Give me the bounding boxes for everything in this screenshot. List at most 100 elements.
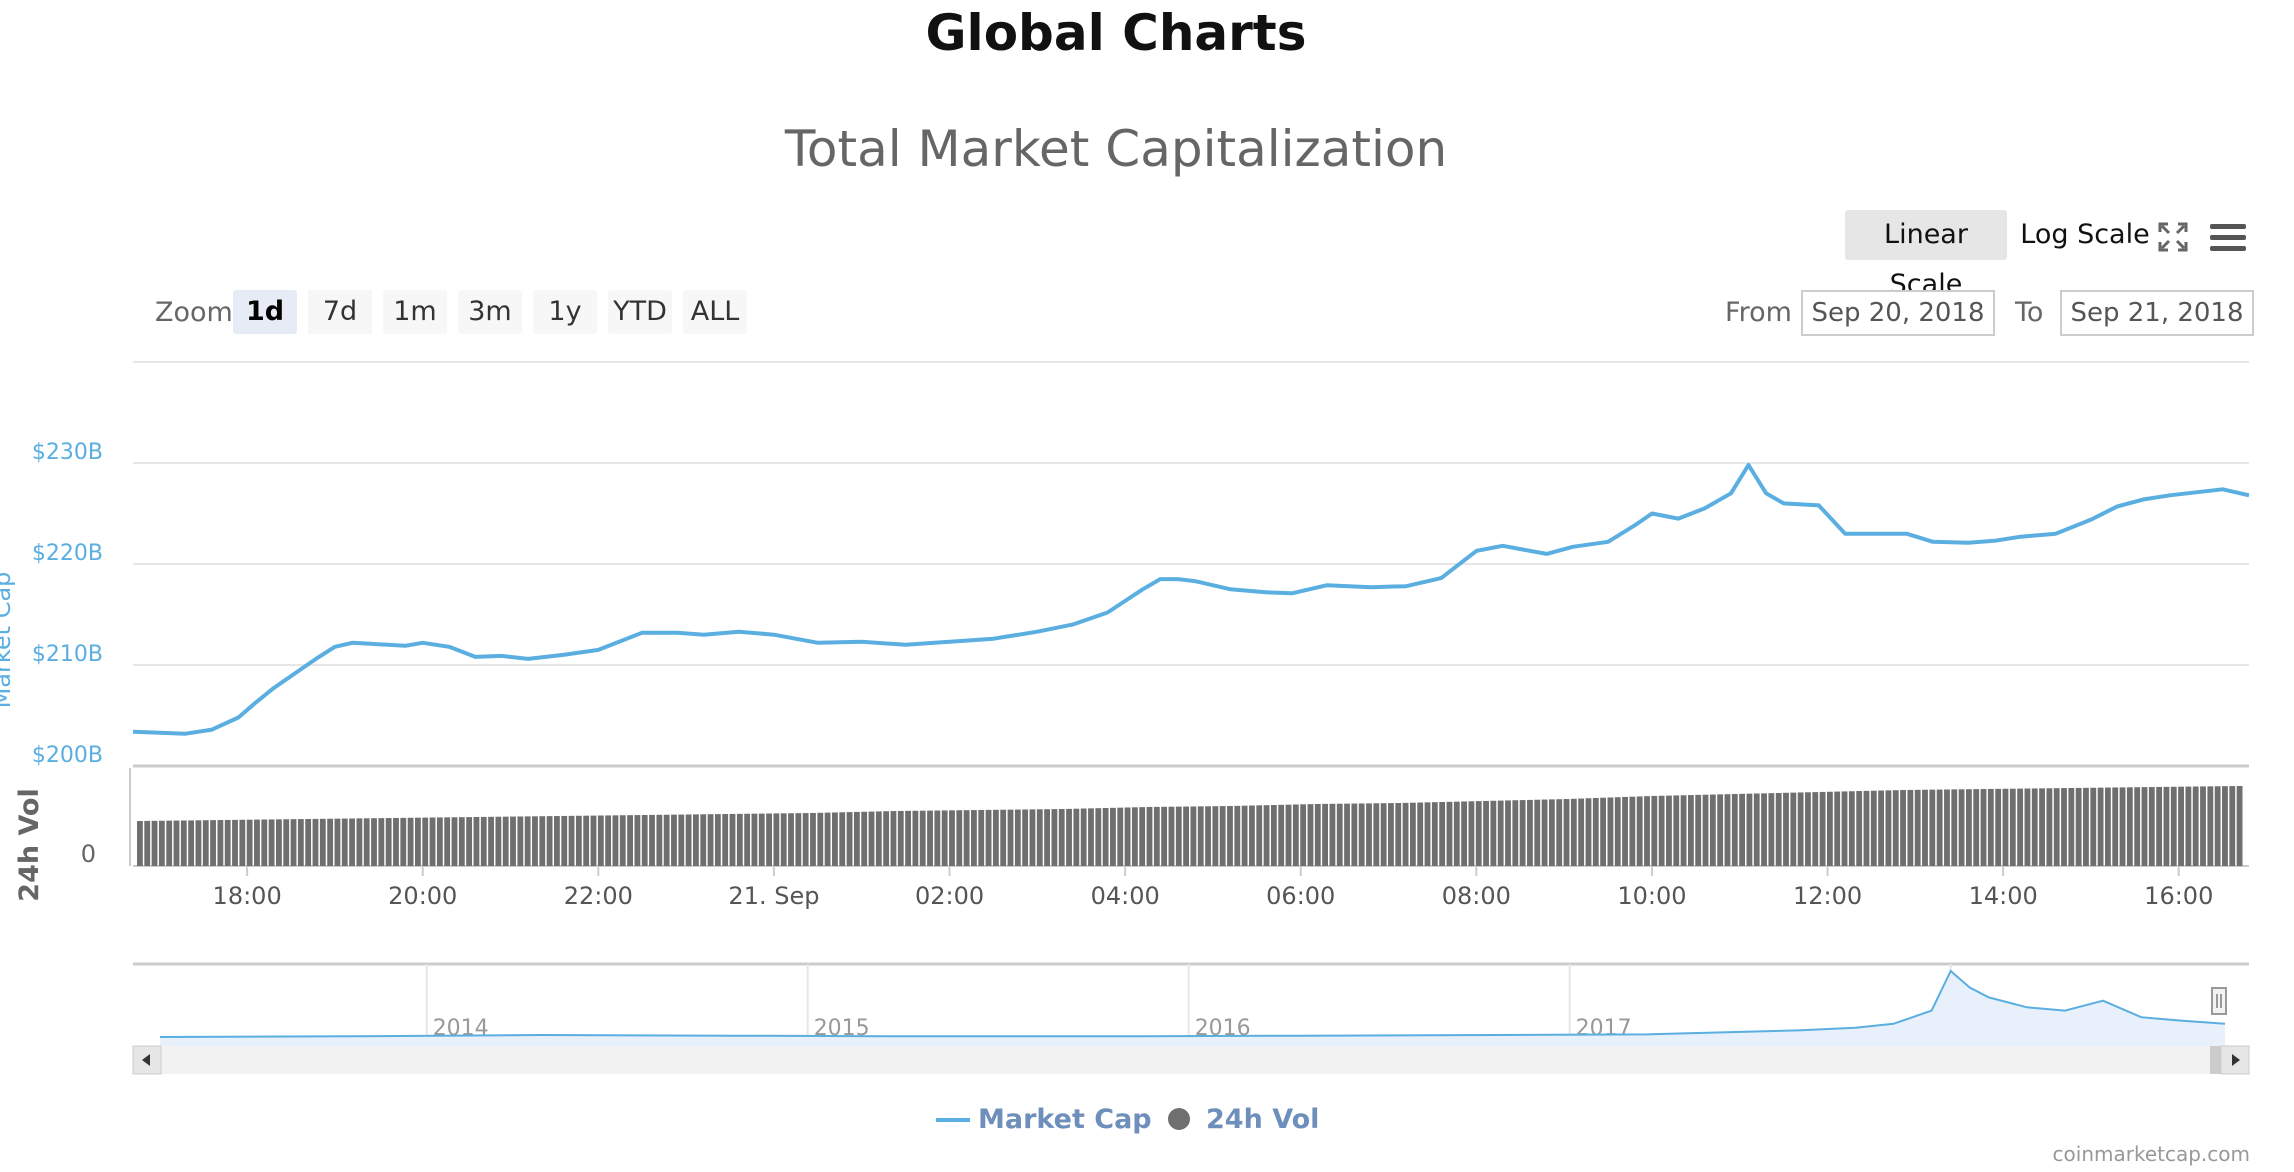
zoom-1m-button[interactable]: 1m [383, 290, 447, 334]
fullscreen-icon[interactable] [2158, 222, 2188, 252]
volume-bar [1278, 804, 1285, 866]
zoom-1y-button[interactable]: 1y [533, 290, 597, 334]
volume-bar [1036, 809, 1043, 866]
volume-bar [1322, 803, 1329, 866]
volume-bar [1951, 789, 1958, 866]
volume-bar [451, 817, 458, 866]
scroll-right-icon [2232, 1054, 2240, 1066]
volume-bar [1388, 803, 1394, 866]
volume-bar [276, 819, 282, 866]
volume-bar [1775, 792, 1782, 866]
volume-bar [210, 820, 216, 866]
volume-bar [722, 814, 729, 866]
volume-bar [919, 810, 926, 866]
volume-bar [619, 815, 626, 866]
linear-scale-button[interactable]: Linear Scale [1845, 210, 2007, 300]
volume-bar [1644, 796, 1650, 866]
volume-bar [1929, 789, 1936, 866]
hamburger-menu-icon[interactable] [2210, 224, 2246, 252]
volume-bar [1578, 798, 1585, 866]
volume-bar [1461, 801, 1468, 866]
market-cap-line [132, 463, 2250, 736]
volume-bar [378, 818, 385, 866]
volume-bar [1088, 808, 1094, 866]
volume-bar [254, 819, 260, 866]
volume-bar [1673, 795, 1680, 866]
volume-bar [1058, 809, 1065, 866]
volume-bar [2112, 787, 2119, 866]
volume-bar [312, 818, 319, 866]
volume-bar [1914, 789, 1921, 866]
volume-bar [1819, 791, 1826, 866]
x-tick-labels: 18:00 20:00 22:00 21. Sep 02:00 04:00 06:00 08:… [213, 866, 2213, 910]
volume-bar [2141, 787, 2148, 866]
volume-bar [2104, 787, 2111, 866]
log-scale-button[interactable]: Log Scale [2020, 219, 2150, 250]
volume-bar [1965, 789, 1972, 866]
volume-bar [1329, 803, 1336, 866]
zoom-1d-button[interactable]: 1d [233, 290, 297, 334]
volume-bar [473, 816, 480, 866]
volume-bar [1666, 795, 1672, 866]
scroll-left-icon [142, 1054, 150, 1066]
zoom-all-button[interactable]: ALL [683, 290, 747, 334]
volume-bar [685, 814, 692, 866]
volume-bar [1439, 801, 1446, 866]
chart-container: Total Market Capitalization Market Cap 2… [0, 100, 2294, 1172]
volume-bar [151, 820, 158, 866]
volume-bar [1256, 805, 1263, 866]
from-date-input[interactable]: Sep 20, 2018 [1801, 290, 1995, 336]
legend-24h-vol[interactable]: 24h Vol [1206, 1104, 1320, 1135]
volume-bar [1029, 809, 1036, 866]
volume-bar [1892, 790, 1899, 866]
y-tick-label: $200B [32, 743, 103, 768]
volume-bar [2170, 786, 2177, 866]
volume-bar [444, 817, 451, 866]
zoom-7d-button[interactable]: 7d [308, 290, 372, 334]
volume-bar [532, 816, 538, 866]
volume-bar [158, 820, 165, 866]
scrollbar-track[interactable] [133, 1046, 2249, 1074]
volume-bar [766, 813, 772, 866]
volume-bar [1680, 795, 1687, 866]
volume-bar [1541, 799, 1548, 866]
y-axis-title: Market Cap [0, 572, 16, 709]
volume-bar [517, 816, 524, 866]
volume-bar [180, 820, 187, 866]
scrollbar[interactable] [132, 1045, 2250, 1075]
navigator-handle[interactable] [2211, 987, 2227, 1015]
volume-bar [1622, 796, 1628, 866]
volume-bar [627, 815, 633, 866]
volume-bar [1907, 789, 1914, 866]
volume-zero-tick: 0 [81, 840, 96, 868]
to-date-input[interactable]: Sep 21, 2018 [2060, 290, 2254, 336]
volume-bar [488, 816, 494, 866]
y-tick-label: $220B [32, 541, 103, 566]
volume-bar [1987, 788, 1994, 866]
chart-credit[interactable]: coinmarketcap.com [2052, 1142, 2250, 1166]
y-axis-label-market-cap: Market Cap [0, 572, 16, 709]
volume-bar [758, 813, 765, 866]
legend-market-cap[interactable]: Market Cap [978, 1104, 1152, 1135]
zoom-ytd-button[interactable]: YTD [608, 290, 672, 334]
volume-bar [1519, 800, 1526, 866]
volume-bar [1856, 791, 1863, 866]
volume-bar [1922, 789, 1928, 866]
volume-bar [2046, 788, 2053, 866]
volume-bar [202, 820, 209, 866]
volume-bar [1468, 801, 1475, 866]
legend-volume-marker [1168, 1108, 1190, 1130]
volume-bar [137, 821, 143, 866]
volume-bar [1980, 789, 1987, 866]
zoom-3m-button[interactable]: 3m [458, 290, 522, 334]
volume-bar [1636, 796, 1643, 866]
x-tick-label: 10:00 [1617, 882, 1686, 910]
volume-bar [883, 811, 890, 866]
volume-bar [1102, 808, 1109, 866]
navigator[interactable]: 20142015201620172018 [133, 962, 2249, 1046]
volume-bar [1527, 799, 1533, 866]
volume-bar [1497, 800, 1504, 866]
volume-bar [1007, 809, 1014, 866]
volume-bar [1417, 802, 1424, 866]
volume-bar [1066, 808, 1072, 866]
